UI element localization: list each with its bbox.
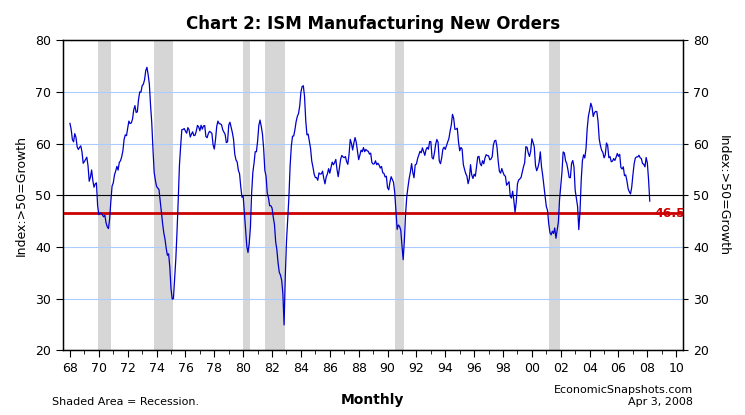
Text: Shaded Area = Recession.: Shaded Area = Recession. — [52, 397, 199, 407]
Y-axis label: Index:>50=Growth: Index:>50=Growth — [717, 135, 730, 256]
Y-axis label: Index:>50=Growth: Index:>50=Growth — [15, 135, 28, 256]
Bar — [243, 40, 250, 350]
Bar — [395, 40, 405, 350]
Bar — [98, 40, 111, 350]
Text: EconomicSnapshots.com
Apr 3, 2008: EconomicSnapshots.com Apr 3, 2008 — [554, 385, 693, 407]
Text: 46.5: 46.5 — [654, 207, 685, 220]
Bar — [264, 40, 285, 350]
Title: Chart 2: ISM Manufacturing New Orders: Chart 2: ISM Manufacturing New Orders — [186, 15, 560, 33]
Bar — [154, 40, 174, 350]
Text: Monthly: Monthly — [340, 393, 405, 407]
Bar — [549, 40, 559, 350]
